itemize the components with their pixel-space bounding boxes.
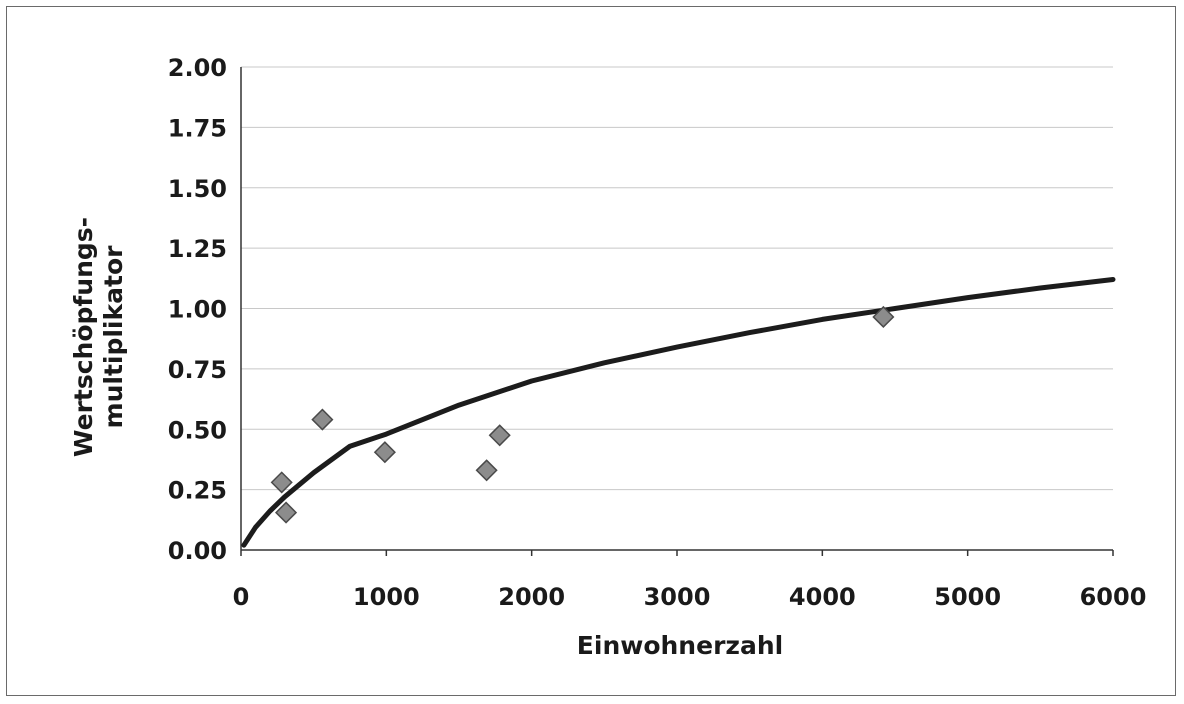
- y-tick-labels: 0.00 0.25 0.50 0.75 1.00 1.25 1.50 1.75 2.00: [168, 54, 227, 565]
- y-tick-label: 1.50: [168, 175, 227, 203]
- chart-frame: 0.00 0.25 0.50 0.75 1.00 1.25 1.50 1.75 2.00 0 10…: [6, 6, 1176, 696]
- x-axis-label: Einwohnerzahl: [577, 631, 783, 660]
- scatter-chart: 0.00 0.25 0.50 0.75 1.00 1.25 1.50 1.75 2.00 0 10…: [69, 54, 1147, 660]
- y-tick-label: 0.25: [168, 477, 227, 505]
- x-tick-labels: 0 1000 2000 3000 4000 5000 6000: [233, 550, 1147, 611]
- data-point: [488, 424, 511, 447]
- data-point: [373, 441, 396, 464]
- data-point: [475, 459, 498, 482]
- y-axis-label-line-1: Wertschöpfungs-: [69, 217, 98, 457]
- trendline: [241, 277, 1116, 548]
- y-tick-label: 1.00: [168, 296, 227, 324]
- data-points: [270, 305, 895, 524]
- y-tick-label: 0.75: [168, 356, 227, 384]
- data-point: [270, 471, 293, 494]
- data-point: [311, 408, 334, 431]
- y-tick-label: 0.50: [168, 416, 227, 444]
- x-tick-label: 3000: [644, 583, 711, 611]
- data-point: [872, 305, 895, 329]
- y-axis-label-line-2: multiplikator: [99, 245, 128, 429]
- x-tick-label: 0: [233, 583, 250, 611]
- y-tick-label: 1.75: [168, 114, 227, 142]
- x-tick-label: 1000: [353, 583, 420, 611]
- x-tick-label: 5000: [934, 583, 1001, 611]
- gridlines: [240, 66, 1113, 551]
- y-tick-label: 1.25: [168, 235, 227, 263]
- data-point: [274, 501, 298, 524]
- x-tick-label: 2000: [498, 583, 565, 611]
- x-tick-label: 4000: [789, 583, 856, 611]
- x-tick-label: 6000: [1080, 583, 1147, 611]
- y-tick-label: 0.00: [168, 537, 227, 565]
- y-tick-label: 2.00: [168, 54, 227, 82]
